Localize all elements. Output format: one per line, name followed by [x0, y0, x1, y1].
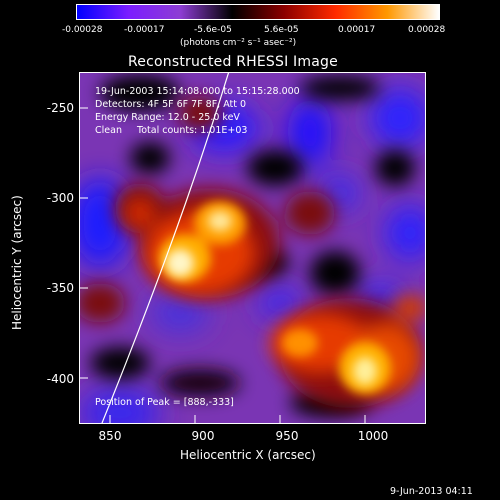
colorbar-unit-label: (photons cm⁻² s⁻¹ asec⁻²) — [180, 38, 297, 48]
y-tick-label: -350 — [46, 281, 74, 295]
colorbar-tick: -0.00017 — [124, 25, 165, 35]
y-tick-label: -400 — [46, 372, 74, 386]
colorbar-tick: 0.00017 — [338, 25, 376, 35]
x-tick-label: 850 — [98, 429, 122, 443]
colorbar-tick: 5.6e-05 — [264, 25, 299, 35]
y-tick-label: -250 — [46, 101, 74, 115]
rhessi-image — [80, 73, 425, 423]
annotation-clean: Clean Total counts: 1.01E+03 — [95, 125, 248, 136]
annotation-detectors: Detectors: 4F 5F 6F 7F 8F, Att 0 — [95, 99, 247, 110]
y-axis-title: Heliocentric Y (arcsec) — [10, 195, 24, 330]
colorbar-tick: -5.6e-05 — [194, 25, 232, 35]
colorbar-tick: 0.00028 — [408, 25, 446, 35]
colorbar-tick: -0.00028 — [62, 25, 103, 35]
annotation-energy: Energy Range: 12.0 - 25.0 keV — [95, 112, 240, 123]
plot-title: Reconstructed RHESSI Image — [128, 54, 338, 70]
solar-limb-line — [101, 73, 230, 423]
peak-core — [166, 211, 377, 385]
colorbar — [76, 4, 440, 20]
x-tick-label: 950 — [275, 429, 299, 443]
annotation-time-range: 19-Jun-2003 15:14:08.000 to 15:15:28.000 — [95, 86, 300, 97]
rhessi-image-svg — [80, 73, 425, 423]
x-tick-label: 900 — [191, 429, 215, 443]
y-tick-label: -300 — [46, 191, 74, 205]
generation-timestamp: 9-Jun-2013 04:11 — [390, 486, 473, 497]
annotation-peak: Position of Peak = [888,-333] — [95, 397, 234, 408]
x-tick-label: 1000 — [357, 429, 389, 443]
plot-frame — [79, 72, 426, 424]
x-axis-title: Heliocentric X (arcsec) — [180, 448, 316, 462]
